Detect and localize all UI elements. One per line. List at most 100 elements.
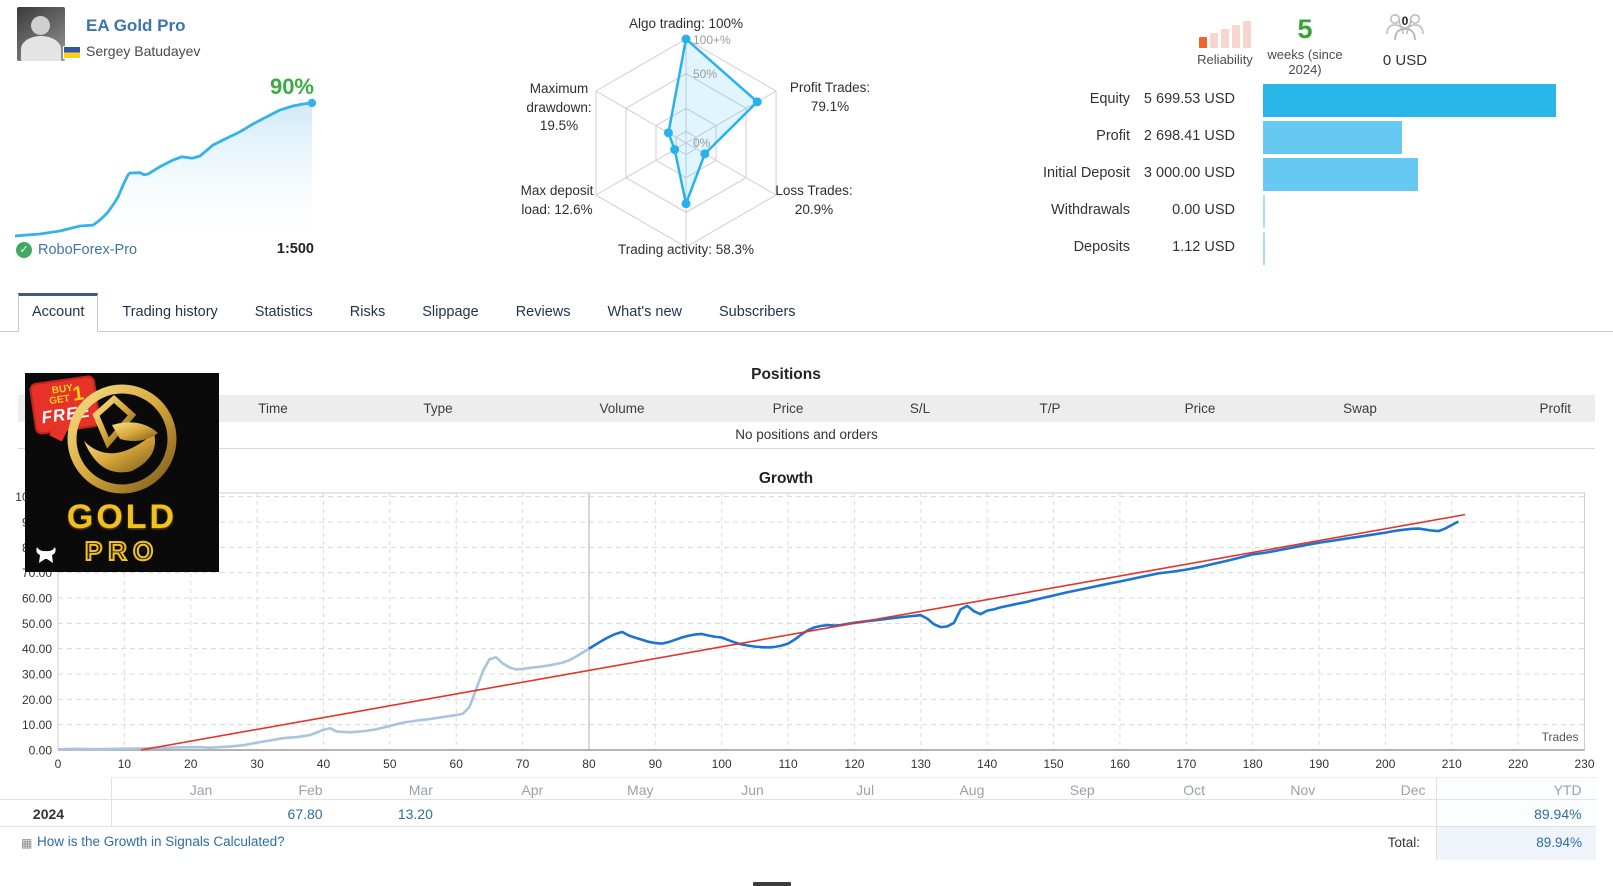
positions-column-header: S/L [909, 401, 931, 416]
svg-text:10: 10 [118, 757, 132, 771]
svg-text:110: 110 [778, 757, 797, 771]
positions-column-header: Volume [599, 401, 645, 416]
metric-label: Profit [1096, 128, 1130, 144]
growth-percent-badge: 90% [269, 74, 314, 99]
month-header: Sep [994, 777, 1105, 799]
tab-subscribers[interactable]: Subscribers [718, 304, 796, 320]
tab-reviews[interactable]: Reviews [515, 304, 571, 320]
svg-text:130: 130 [911, 757, 931, 771]
svg-text:80: 80 [582, 757, 596, 771]
reliability-label: Reliability [1197, 52, 1253, 67]
svg-text:220: 220 [1508, 757, 1528, 771]
radar-label-loss-trades: Loss Trades: 20.9% [775, 183, 853, 217]
signal-title: EA Gold Pro [86, 16, 186, 35]
svg-text:40.00: 40.00 [22, 642, 52, 656]
metric-value: 1.12 USD [1172, 239, 1235, 255]
promo-subtitle: PRO [84, 535, 160, 567]
svg-text:170: 170 [1176, 757, 1196, 771]
svg-text:60: 60 [450, 757, 464, 771]
months-row-corner [0, 777, 112, 799]
svg-text:200: 200 [1375, 757, 1395, 771]
metric-bar [1263, 195, 1266, 228]
metric-label: Withdrawals [1051, 202, 1130, 218]
svg-text:30: 30 [250, 757, 264, 771]
svg-text:140: 140 [977, 757, 997, 771]
svg-text:0: 0 [55, 757, 62, 771]
reliability-bar [1221, 29, 1229, 48]
month-header: Jan [112, 777, 223, 799]
svg-text:30.00: 30.00 [22, 667, 52, 681]
year-row: 2024 67.80 13.20 89.94% [0, 799, 1596, 827]
tab-what-s-new[interactable]: What's new [607, 304, 682, 320]
month-growth-value [112, 799, 223, 827]
metric-bar [1263, 84, 1556, 117]
header-sparkline-chart [14, 98, 317, 238]
radar-chart: 0% 50% 100+% [595, 33, 777, 248]
reliability-bar [1232, 25, 1240, 48]
svg-text:0%: 0% [693, 136, 711, 150]
svg-text:10.00: 10.00 [22, 718, 52, 732]
radar-label-max-drawdown: Maximum drawdown: 19.5% [526, 81, 592, 133]
ytd-growth-value: 89.94% [1435, 799, 1596, 827]
tab-slippage[interactable]: Slippage [422, 304, 479, 320]
help-grid-icon: ▦ [21, 836, 33, 850]
svg-text:90: 90 [649, 757, 663, 771]
year-label: 2024 [0, 799, 112, 827]
signal-age-block: 5 weeks (since 2024) [1250, 14, 1360, 77]
month-growth-value [1325, 799, 1436, 827]
positions-column-header: T/P [1039, 401, 1061, 416]
metric-value: 2 698.41 USD [1143, 128, 1235, 144]
metric-bar [1263, 232, 1266, 265]
tab-trading-history[interactable]: Trading history [122, 304, 218, 320]
month-header: Apr [442, 777, 554, 799]
month-header: Oct [1104, 777, 1215, 799]
metric-bar [1263, 158, 1419, 191]
tab-risks[interactable]: Risks [349, 304, 386, 320]
svg-text:160: 160 [1110, 757, 1130, 771]
verified-check-icon: ✓ [16, 242, 32, 258]
month-header: Feb [222, 777, 333, 799]
positions-column-header: Swap [1343, 401, 1377, 416]
month-growth-value [1104, 799, 1215, 827]
metric-value: 5 699.53 USD [1143, 91, 1235, 107]
svg-text:20: 20 [184, 757, 198, 771]
signal-age-value: 5 [1297, 14, 1313, 44]
svg-text:210: 210 [1442, 757, 1462, 771]
growth-help-link[interactable]: How is the Growth in Signals Calculated? [37, 834, 285, 849]
svg-text:20.00: 20.00 [22, 693, 52, 707]
svg-text:0.00: 0.00 [29, 744, 53, 758]
metric-label: Equity [1089, 91, 1130, 107]
month-header: May [553, 777, 664, 799]
tab-statistics[interactable]: Statistics [254, 304, 313, 320]
promo-image[interactable]: BUY GET 1 FREE GOLD PRO [25, 373, 219, 572]
positions-column-header: Profit [1539, 401, 1571, 416]
positions-column-header: Price [772, 401, 804, 416]
svg-text:190: 190 [1309, 757, 1329, 771]
month-growth-value [994, 799, 1105, 827]
reliability-bar [1210, 33, 1218, 48]
radar-label-profit-trades: Profit Trades: 79.1% [789, 80, 871, 114]
bull-icon [36, 547, 56, 563]
author-link[interactable]: Sergey Batudayev [86, 43, 201, 59]
avatar [17, 7, 65, 61]
month-growth-value [663, 799, 774, 827]
ytd-header: YTD [1435, 777, 1596, 799]
month-header: Jul [773, 777, 885, 799]
svg-text:100+%: 100+% [693, 33, 731, 47]
broker-link[interactable]: RoboForex-Pro [38, 242, 138, 258]
month-growth-value [442, 799, 554, 827]
growth-chart: 0.0010.0020.0030.0040.0050.0060.0070.008… [15, 490, 1595, 771]
positions-table-header: Time Type Volume Price S/L T/P Price Swap Profit [18, 395, 1595, 422]
month-header: Dec [1325, 777, 1436, 799]
total-value: 89.94% [1436, 827, 1596, 860]
tab-account[interactable]: Account [18, 293, 99, 332]
month-growth-value [884, 799, 995, 827]
reliability-bar [1243, 21, 1251, 48]
svg-text:230: 230 [1574, 757, 1594, 771]
svg-text:50%: 50% [693, 67, 717, 81]
svg-text:100: 100 [712, 757, 732, 771]
radar-label-algo-trading: Algo trading: 100% [628, 16, 744, 31]
svg-text:70: 70 [516, 757, 530, 771]
ukraine-flag-icon [63, 46, 81, 59]
